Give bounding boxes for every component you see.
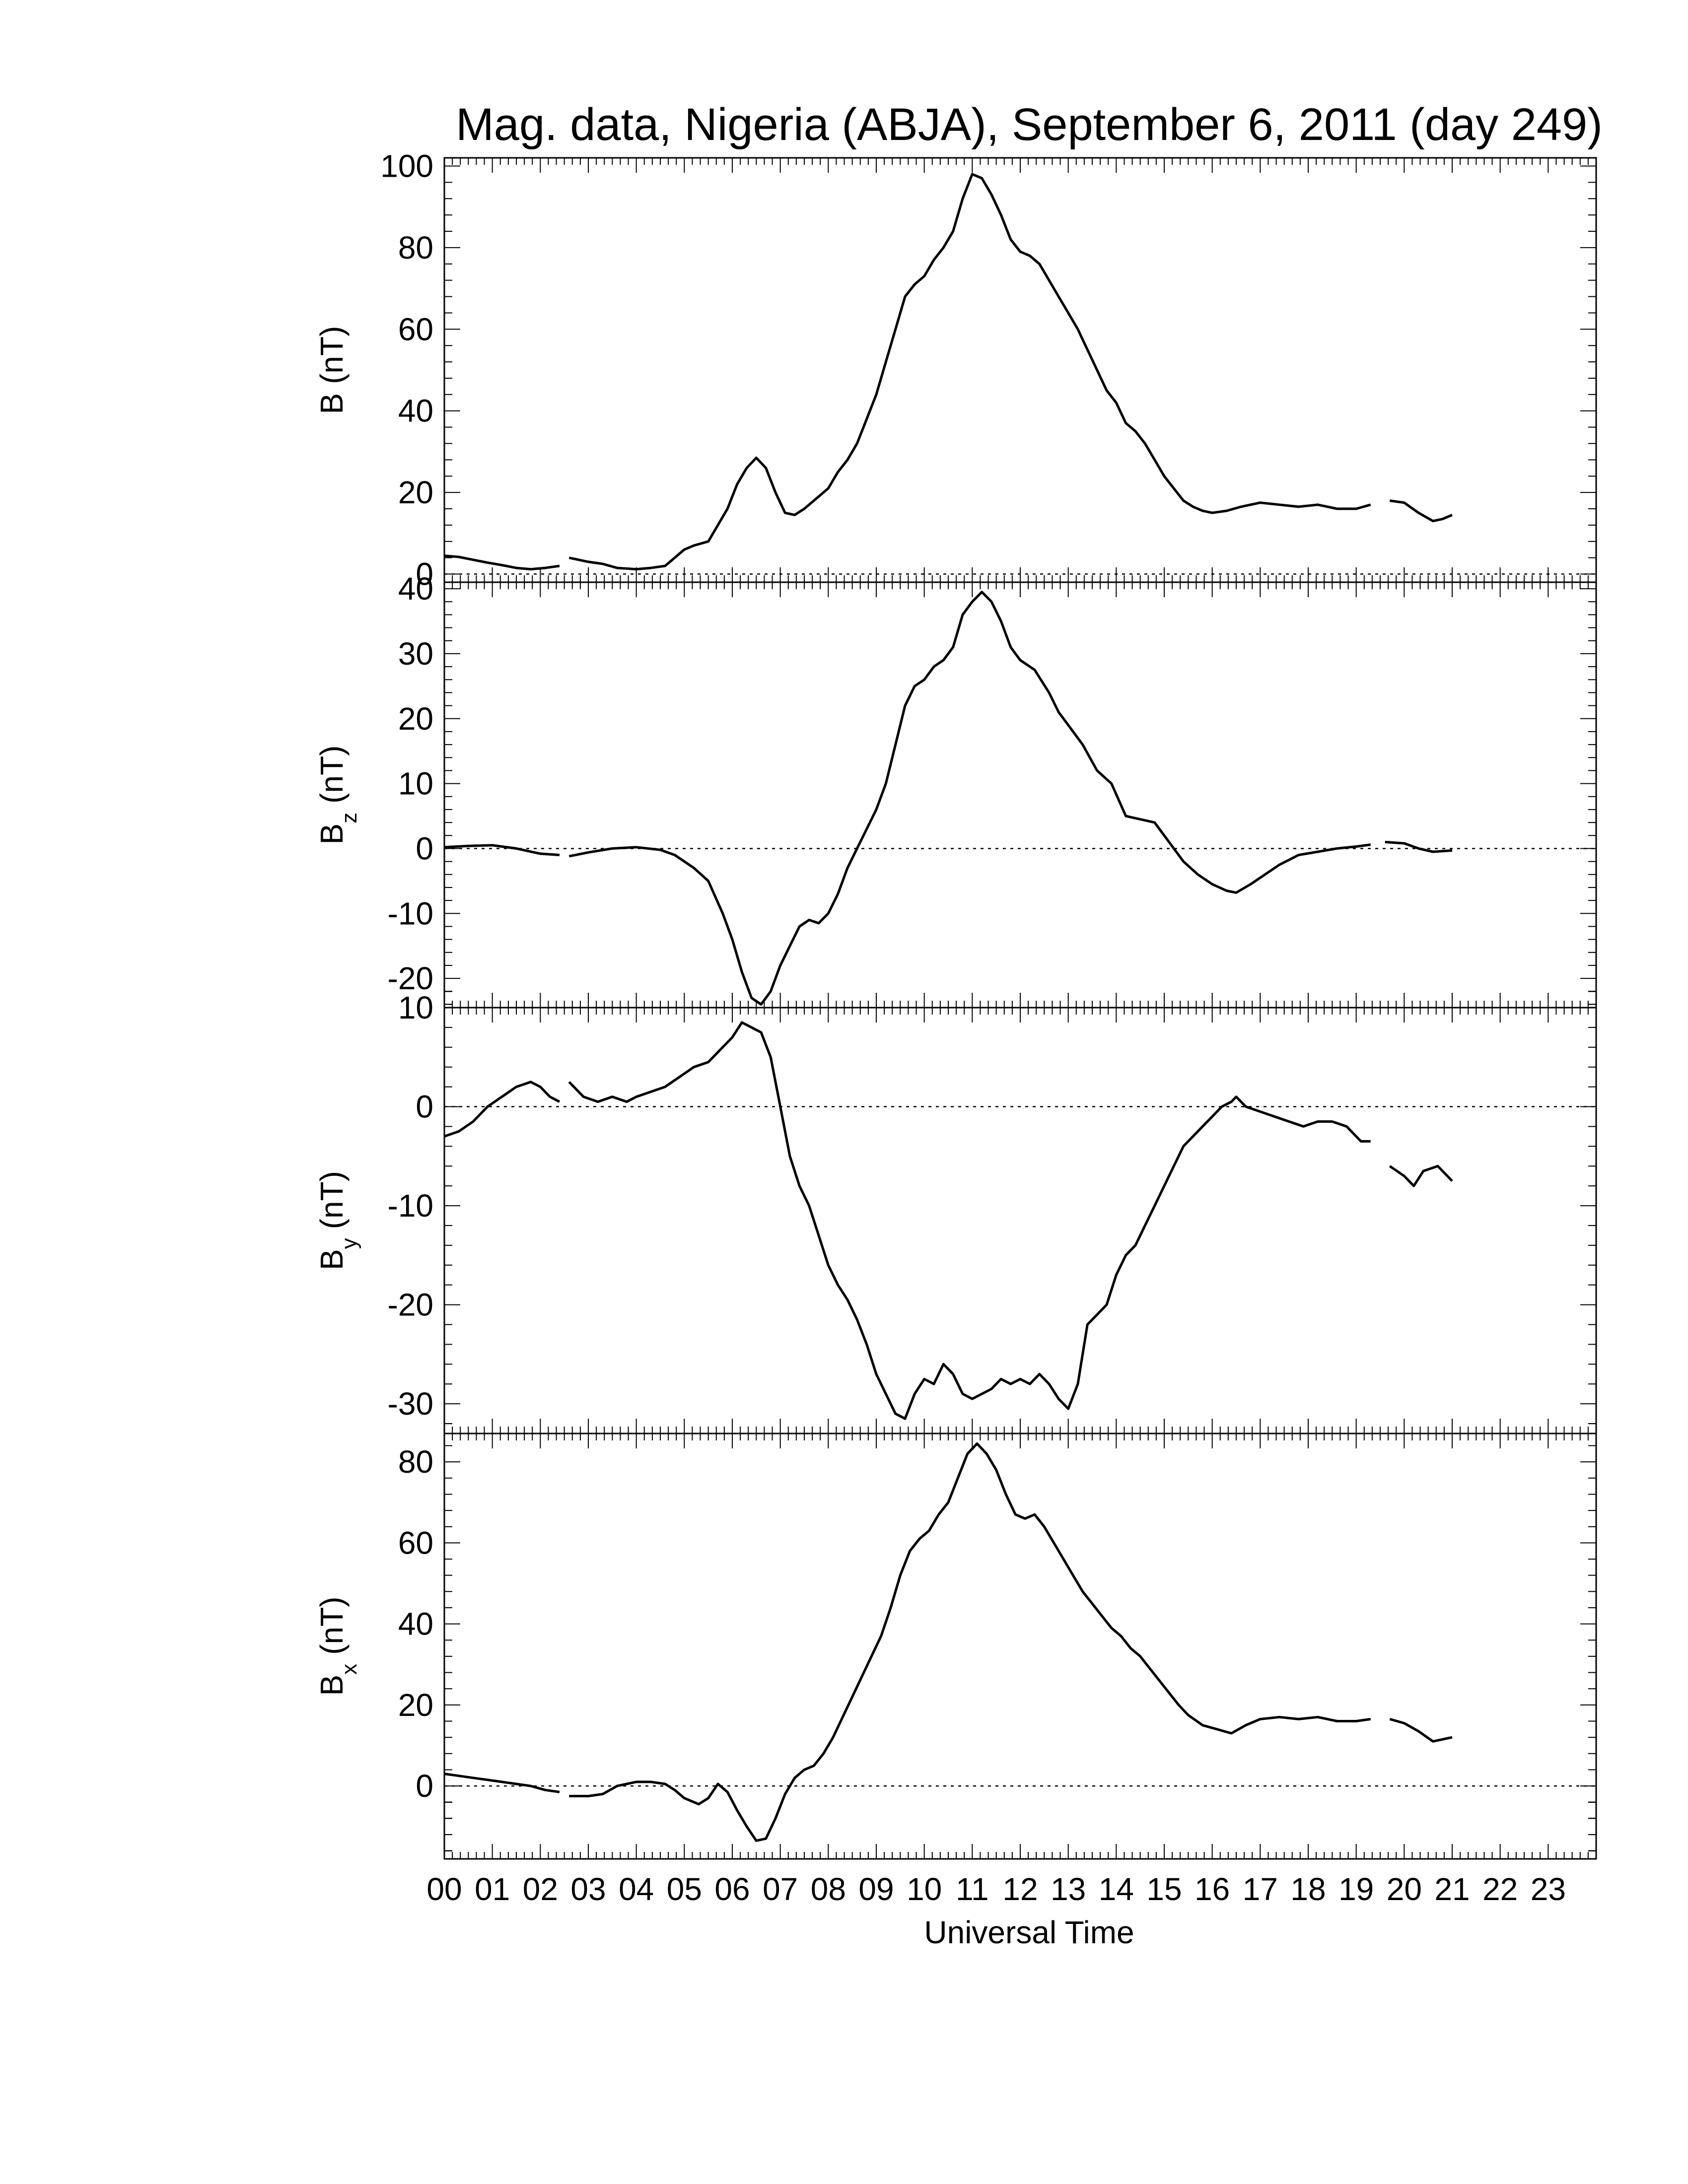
y-tick-label: 40 xyxy=(398,571,433,607)
series-line xyxy=(444,554,560,571)
y-tick-label: 40 xyxy=(398,393,433,429)
y-axis-label-unit: (nT) xyxy=(314,1597,350,1655)
y-tick-label: 40 xyxy=(398,1606,433,1642)
x-tick-label: 14 xyxy=(1099,1871,1134,1907)
series-line xyxy=(1385,840,1453,853)
y-tick-label: 0 xyxy=(416,830,433,866)
y-axis-label-unit: (nT) xyxy=(314,1171,350,1229)
x-tick-label: 19 xyxy=(1338,1871,1374,1907)
series-line xyxy=(568,173,1371,571)
y-tick-label: 60 xyxy=(398,311,433,347)
x-tick-label: 07 xyxy=(763,1871,798,1907)
panel-frame xyxy=(443,1007,1597,1434)
y-axis-label-main: B xyxy=(314,393,350,414)
y-axis-label-main: B xyxy=(314,1249,350,1270)
series-line xyxy=(1389,1164,1453,1187)
x-tick-label: 08 xyxy=(811,1871,846,1907)
chart-title: Mag. data, Nigeria (ABJA), September 6, … xyxy=(456,99,1603,150)
panel-frame xyxy=(443,581,1597,1009)
panel-3: -30 -20 -10 0 10 By (nT) xyxy=(314,990,1597,1434)
panel-2: -20 -10 0 10 20 30 40 Bz (nT) xyxy=(314,571,1597,1009)
x-tick-label: 11 xyxy=(956,1871,988,1907)
y-axis-label-main: B xyxy=(314,1675,350,1696)
x-tick-label: 04 xyxy=(619,1871,654,1907)
x-tick-label: 22 xyxy=(1482,1871,1518,1907)
x-tick-label: 10 xyxy=(907,1871,942,1907)
y-tick-label: 10 xyxy=(398,990,433,1025)
x-tick-label: 09 xyxy=(858,1871,894,1907)
x-tick-label: 06 xyxy=(714,1871,750,1907)
x-tick-label: 16 xyxy=(1195,1871,1230,1907)
x-axis-labels: 00 01 02 03 04 05 06 07 08 09 10 11 12 13 14 15 16 17 18 19… xyxy=(426,1871,1566,1907)
x-tick-label: 12 xyxy=(1002,1871,1038,1907)
x-tick-label: 03 xyxy=(570,1871,606,1907)
x-tick-label: 01 xyxy=(475,1871,510,1907)
y-tick-label: 80 xyxy=(398,1444,433,1480)
series-line xyxy=(444,844,560,856)
y-tick-label: 20 xyxy=(398,475,433,510)
y-axis-label: Bz (nT) xyxy=(314,746,361,845)
y-tick-label: -10 xyxy=(388,895,434,931)
x-tick-label: 18 xyxy=(1290,1871,1326,1907)
y-tick-label: 0 xyxy=(416,1768,433,1804)
x-tick-label: 05 xyxy=(667,1871,702,1907)
y-tick-label: 30 xyxy=(398,636,433,672)
y-tick-label: 20 xyxy=(398,1687,433,1723)
y-tick-label: -10 xyxy=(388,1188,434,1224)
y-tick-label: -30 xyxy=(388,1386,434,1422)
y-tick-label: 0 xyxy=(416,556,433,592)
series-line xyxy=(569,1442,1371,1842)
x-tick-label: 20 xyxy=(1387,1871,1422,1907)
y-axis-label-unit: (nT) xyxy=(314,746,350,804)
x-axis-title: Universal Time xyxy=(924,1914,1134,1950)
x-tick-label: 21 xyxy=(1434,1871,1470,1907)
y-tick-label: 60 xyxy=(398,1525,433,1561)
y-axis-label-main: B xyxy=(314,823,350,845)
y-axis-label-sub: z xyxy=(337,813,361,823)
x-tick-label: 15 xyxy=(1146,1871,1182,1907)
y-axis-label-unit: (nT) xyxy=(314,326,350,384)
x-tick-label: 02 xyxy=(523,1871,558,1907)
x-tick-label: 00 xyxy=(426,1871,462,1907)
y-tick-label: -20 xyxy=(388,1287,434,1323)
series-line xyxy=(568,591,1371,1006)
panel-1: 0 20 40 60 80 100 B (nT) xyxy=(314,148,1597,592)
y-tick-label: 0 xyxy=(416,1089,433,1125)
y-tick-label: 10 xyxy=(398,766,433,802)
y-axis-label-sub: y xyxy=(337,1238,361,1249)
series-line xyxy=(1389,499,1453,523)
series-line xyxy=(444,1081,561,1138)
y-axis-label: By (nT) xyxy=(314,1171,361,1270)
panel-frame xyxy=(443,1433,1597,1860)
series-line xyxy=(568,1021,1371,1420)
y-tick-label: 20 xyxy=(398,701,433,737)
series-line xyxy=(444,1773,560,1793)
panel-frame xyxy=(443,157,1597,583)
y-axis-label: Bx (nT) xyxy=(314,1597,361,1696)
y-tick-label: 80 xyxy=(398,230,433,266)
y-axis-label-sub: x xyxy=(337,1664,361,1675)
x-tick-label: 13 xyxy=(1051,1871,1086,1907)
y-axis-label: B (nT) xyxy=(314,326,350,414)
y-tick-label: 100 xyxy=(380,148,433,184)
series-line xyxy=(1389,1717,1453,1743)
y-tick-label: -20 xyxy=(388,960,434,996)
panel-4: 0 20 40 60 80 Bx (nT) xyxy=(314,1433,1597,1860)
x-tick-label: 23 xyxy=(1531,1871,1566,1907)
x-tick-label: 17 xyxy=(1243,1871,1278,1907)
panels: 020406080100B(nT)-20-10010203040Bz(nT)-3… xyxy=(314,148,1597,1860)
